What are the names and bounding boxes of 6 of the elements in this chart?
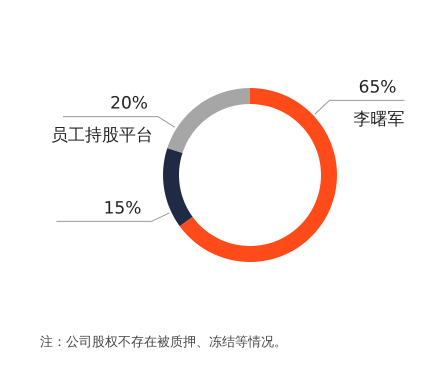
data-label: 20%: [110, 94, 148, 114]
data-label: 65%: [358, 77, 396, 98]
data-label: 15%: [104, 198, 142, 218]
slice-label: 李曙军: [353, 109, 404, 130]
text: 注：公司股权不存在被质押、冻结等情况。: [40, 335, 287, 350]
slice-label: 员工持股平台: [50, 126, 153, 146]
